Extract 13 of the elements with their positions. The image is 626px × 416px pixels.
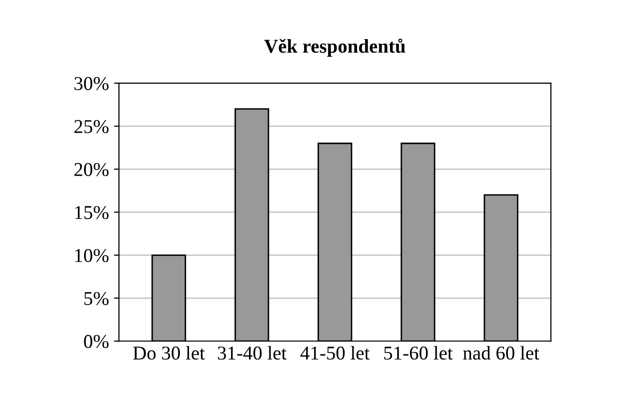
y-tick-label: 0%: [84, 334, 109, 348]
y-tick-label: 20%: [74, 162, 109, 176]
y-tick-label: 10%: [75, 248, 109, 262]
x-tick-label: nad 60 let: [463, 346, 540, 360]
x-tick-label: Do 30 let: [133, 346, 205, 360]
y-tick-label: 5%: [84, 292, 109, 306]
chart-title: Věk respondentů: [264, 38, 406, 57]
y-tick-label: 15%: [75, 206, 109, 220]
y-tick-label: 25%: [74, 120, 109, 134]
x-tick-label: 51-60 let: [384, 346, 453, 360]
y-tick-label: 30%: [74, 77, 109, 90]
x-tick-label: 41-50 let: [300, 346, 370, 360]
x-tick-label: 31-40 let: [218, 346, 287, 360]
